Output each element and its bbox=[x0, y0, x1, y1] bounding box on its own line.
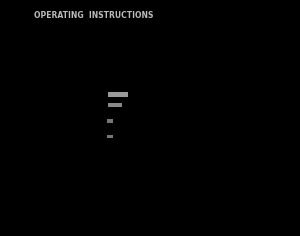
Bar bbox=[108, 92, 128, 97]
Bar bbox=[106, 135, 113, 138]
Bar bbox=[106, 119, 113, 123]
Bar bbox=[108, 103, 122, 107]
Text: OPERATING  INSTRUCTIONS: OPERATING INSTRUCTIONS bbox=[34, 11, 154, 20]
